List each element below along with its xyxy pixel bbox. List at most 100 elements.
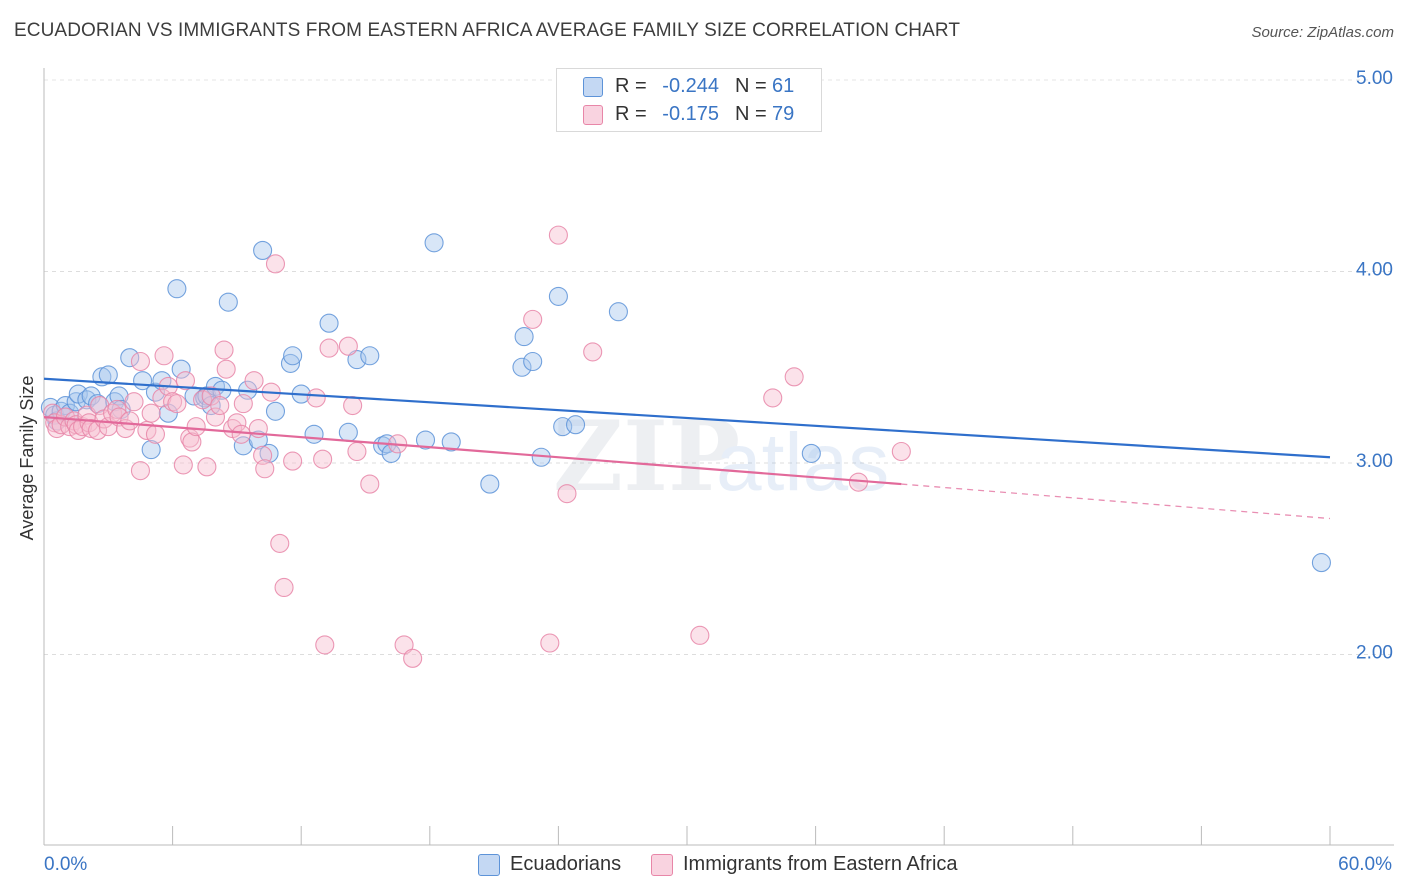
point-ecuadorian [283,346,303,366]
point-ecuadorian [514,327,534,347]
point-eastern-africa [315,635,335,655]
point-ecuadorian [141,440,161,460]
point-eastern-africa [763,388,783,408]
point-eastern-africa [107,399,127,419]
point-eastern-africa [231,424,251,444]
point-ecuadorian [512,357,532,377]
point-eastern-africa [306,388,326,408]
point-eastern-africa [557,484,577,504]
point-eastern-africa [214,340,234,360]
point-ecuadorian [523,351,543,372]
point-ecuadorian [167,279,187,299]
trendline-eastern-africa [43,415,902,486]
point-eastern-africa [270,533,290,553]
watermark: ZIP atlas [553,400,889,513]
y-tick-label: 3.00 [1356,451,1393,472]
point-eastern-africa [175,371,196,391]
point-eastern-africa [81,418,101,439]
point-ecuadorian [304,424,324,444]
point-ecuadorian [248,430,268,450]
eastern-africa-swatch [651,854,673,876]
point-eastern-africa [891,441,911,462]
y-tick-label: 4.00 [1356,260,1393,281]
point-eastern-africa [347,441,367,462]
x-tick-label-max: 60.0% [1338,854,1392,875]
point-eastern-africa [130,351,150,372]
point-eastern-africa [540,633,560,653]
point-eastern-africa [233,394,253,414]
point-eastern-africa [403,648,423,668]
point-ecuadorian [441,432,461,452]
point-ecuadorian [259,443,279,463]
point-eastern-africa [548,225,568,245]
point-eastern-africa [186,417,206,437]
series-ecuadorians [40,233,1331,573]
trend-lines [43,377,1331,520]
point-ecuadorian [801,443,821,463]
stats-row-eastern-africa: R = -0.175 N = 79 [557,100,821,128]
chart-title: ECUADORIAN VS IMMIGRANTS FROM EASTERN AF… [14,20,961,41]
legend-label: Ecuadorians [510,853,622,875]
point-eastern-africa [216,359,236,379]
point-ecuadorian [608,302,628,322]
point-eastern-africa [255,459,275,479]
y-tick-label: 5.00 [1356,68,1393,89]
point-ecuadorian [98,365,118,385]
point-eastern-africa [784,367,804,387]
stats-legend: R = -0.244 N = 61 R = -0.175 N = 79 [556,68,822,132]
point-eastern-africa [283,451,303,471]
point-ecuadorian [347,350,367,370]
point-eastern-africa [152,388,172,408]
point-eastern-africa [182,432,202,452]
legend-label: Immigrants from Eastern Africa [683,853,958,875]
point-ecuadorian [233,436,253,456]
point-eastern-africa [394,635,414,655]
n-label: N = [735,75,767,97]
point-ecuadorian [120,348,140,368]
point-eastern-africa [244,371,264,391]
point-eastern-africa [523,309,543,329]
point-eastern-africa [130,461,150,481]
point-eastern-africa [154,346,174,366]
point-ecuadorian [424,233,444,253]
point-ecuadorian [415,430,436,450]
n-label: N = [735,103,767,125]
tick-labels: 2.00 3.00 4.00 5.00 0.0% 60.0% [44,68,1393,875]
point-eastern-africa [274,577,294,598]
point-ecuadorian [480,474,500,494]
eastern-africa-swatch [583,105,603,125]
point-ecuadorian [265,401,286,421]
point-ecuadorian [360,346,380,366]
r-value: -0.175 [662,103,719,125]
point-eastern-africa [210,395,230,416]
point-eastern-africa [313,449,333,469]
stats-row-ecuadorians: R = -0.244 N = 61 [557,72,821,100]
trendline-eastern-africa-extension [901,483,1331,520]
axes [43,68,1394,846]
point-eastern-africa [173,455,193,475]
point-ecuadorian [319,313,339,333]
x-tick-label-min: 0.0% [44,854,87,875]
point-eastern-africa [167,394,187,414]
point-ecuadorian [338,422,358,442]
series-legend: Ecuadorians Immigrants from Eastern Afri… [0,850,1406,880]
point-eastern-africa [690,625,710,645]
point-ecuadorian [280,353,301,373]
ecuadorians-swatch [583,77,603,97]
grid-lines [44,79,1394,655]
n-value: 61 [772,75,795,97]
point-eastern-africa [583,342,603,362]
r-value: -0.244 [662,75,719,97]
ecuadorians-swatch [478,854,500,876]
n-value: 79 [772,103,795,125]
trendline-ecuadorians [43,377,1331,459]
point-eastern-africa [124,392,144,412]
point-ecuadorian [565,415,586,435]
point-eastern-africa [343,395,363,416]
y-tick-label: 2.00 [1356,643,1393,664]
r-label: R = [615,75,647,97]
point-ecuadorian [171,359,191,379]
series-eastern-africa [43,225,911,668]
y-axis-label: Average Family Size [17,376,37,541]
